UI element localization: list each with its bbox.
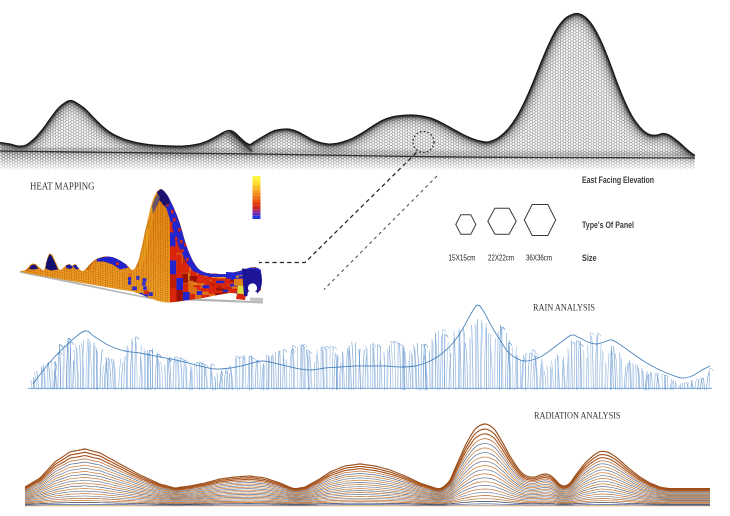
svg-text:Size: Size [582, 253, 597, 264]
svg-text:Type's Of Panel: Type's Of Panel [582, 220, 634, 231]
svg-text:HEAT MAPPING: HEAT MAPPING [30, 182, 95, 193]
svg-text:RAIN ANALYSIS: RAIN ANALYSIS [533, 303, 595, 313]
svg-text:36X36cm: 36X36cm [526, 254, 552, 263]
svg-text:22X22cm: 22X22cm [488, 254, 514, 263]
svg-text:RADIATION ANALYSIS: RADIATION ANALYSIS [534, 411, 621, 421]
svg-text:15X15cm: 15X15cm [449, 254, 476, 263]
svg-text:East Facing Elevation: East Facing Elevation [582, 175, 654, 186]
